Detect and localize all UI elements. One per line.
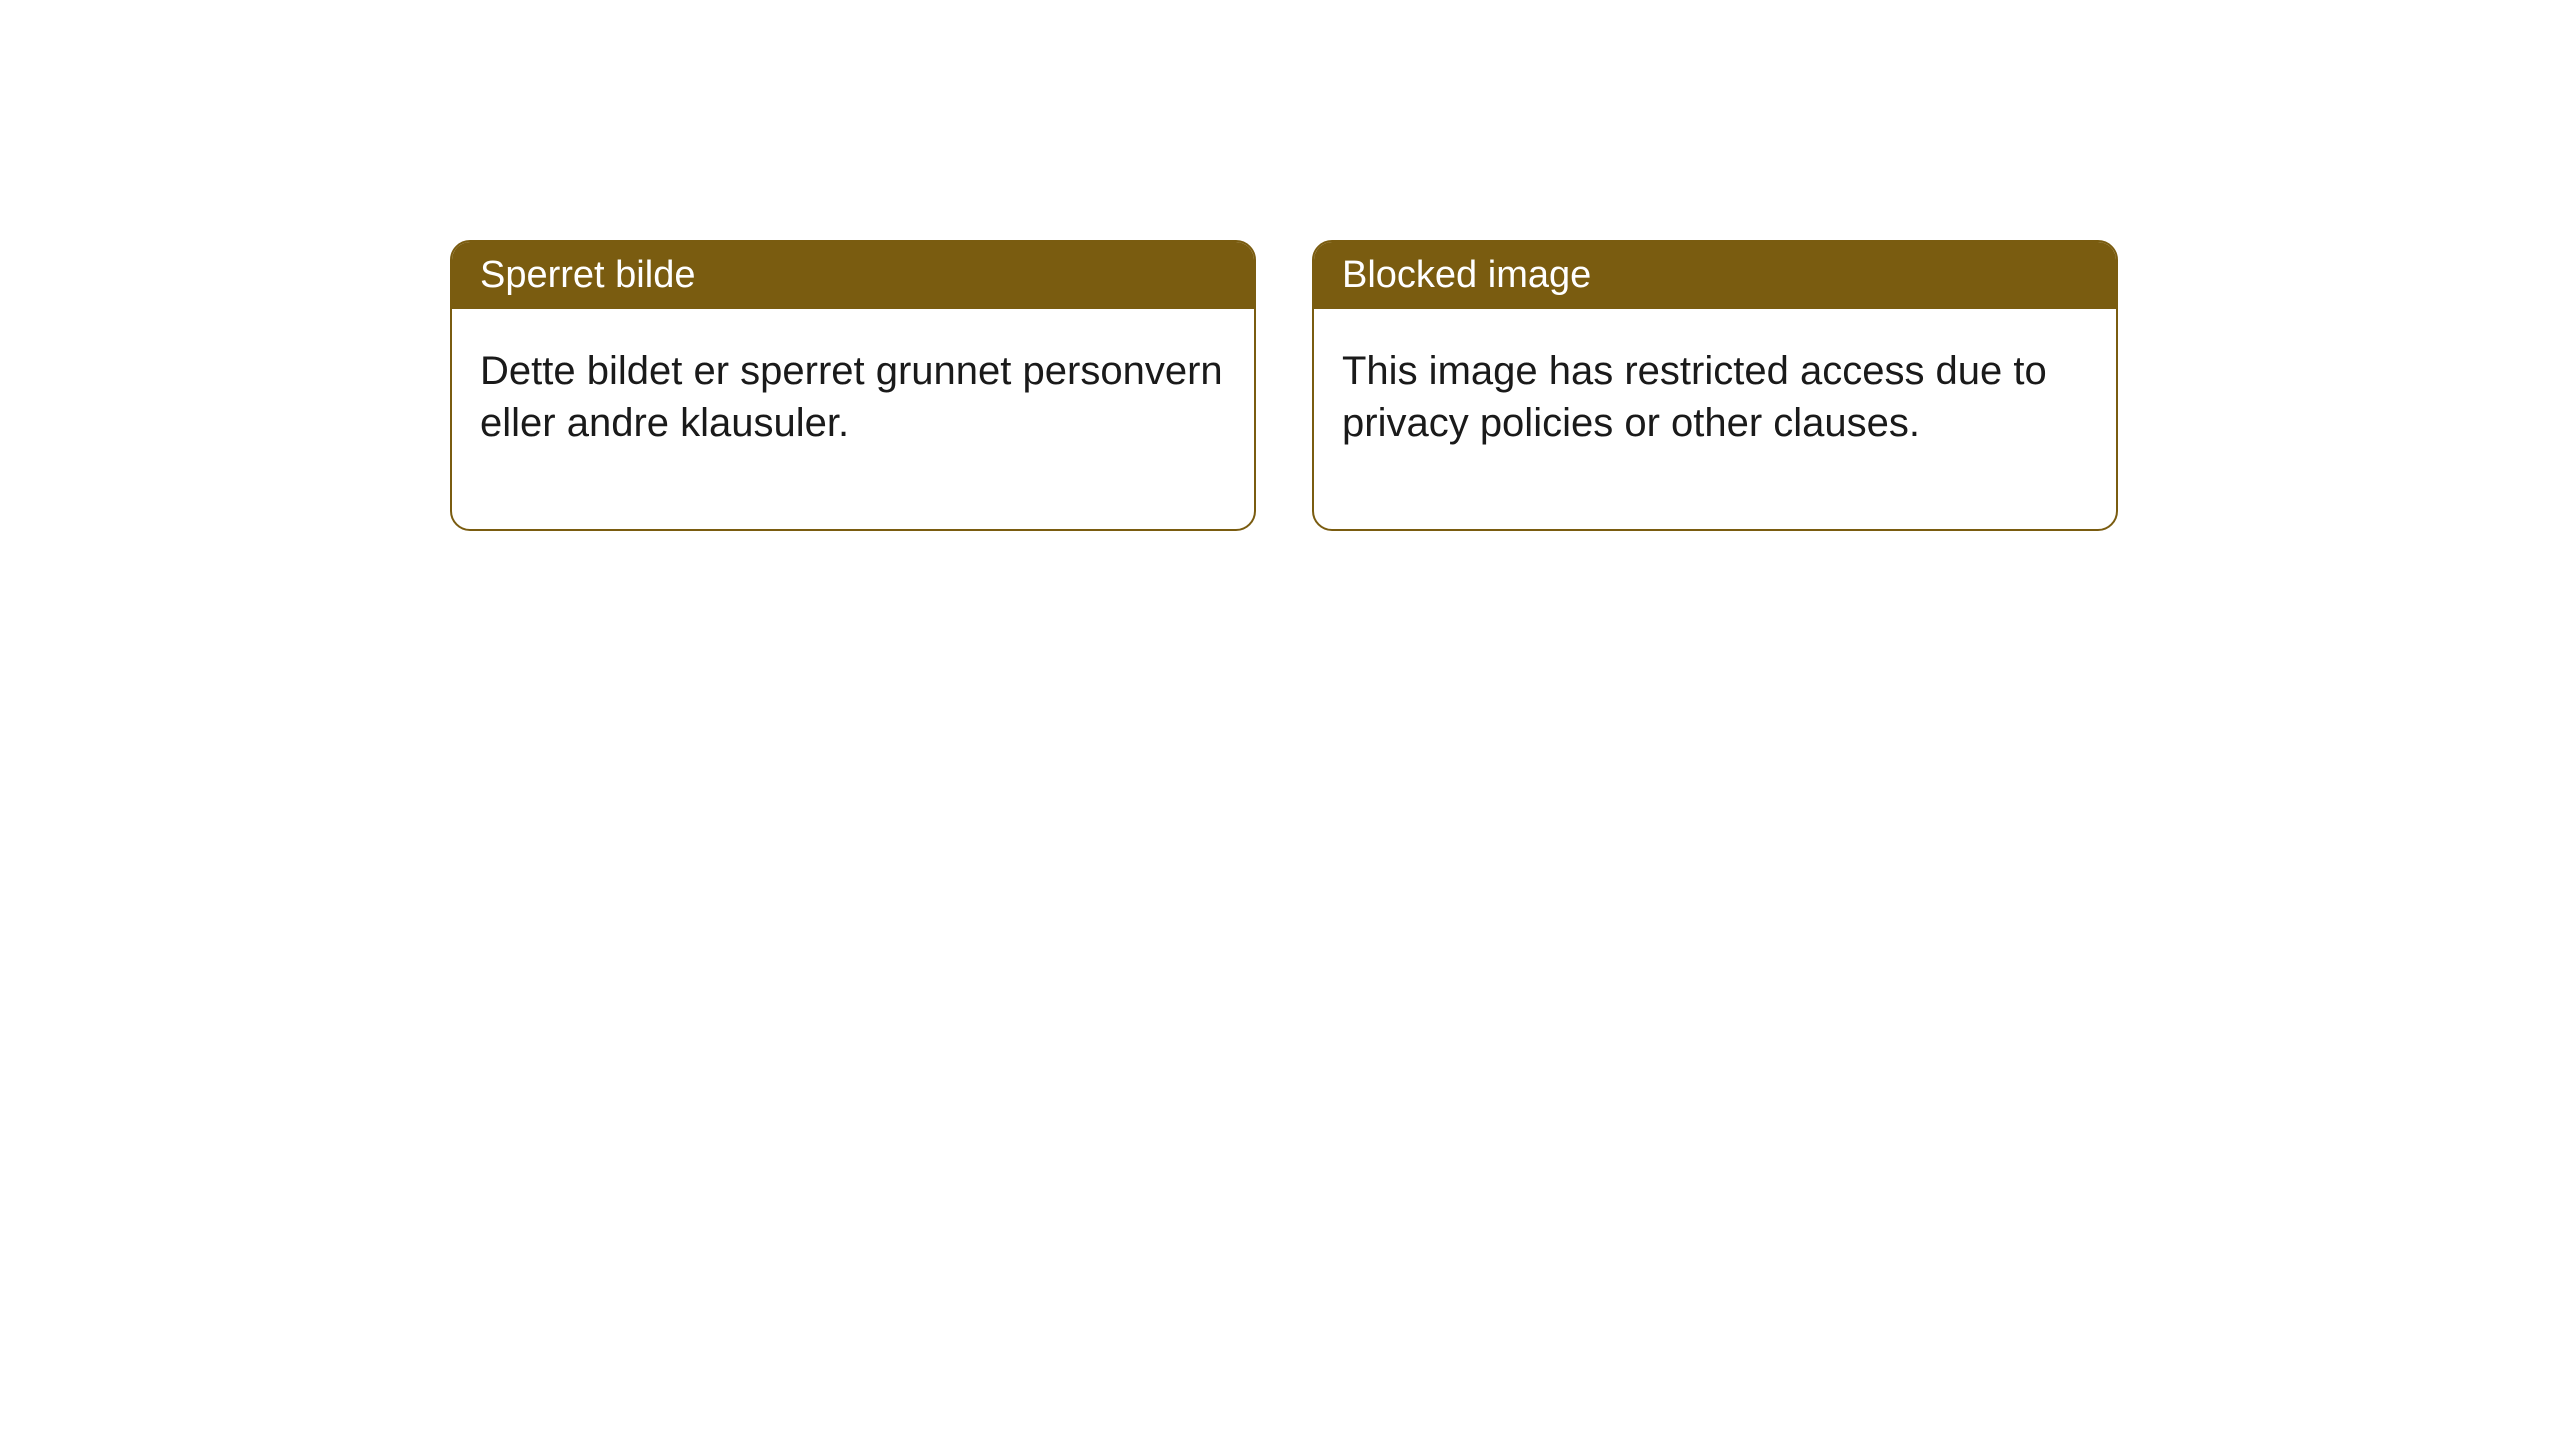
notice-card-english: Blocked image This image has restricted … — [1312, 240, 2118, 531]
notice-card-body: This image has restricted access due to … — [1314, 309, 2116, 529]
notice-card-container: Sperret bilde Dette bildet er sperret gr… — [0, 0, 2560, 531]
notice-card-title: Sperret bilde — [452, 242, 1254, 309]
notice-card-title: Blocked image — [1314, 242, 2116, 309]
notice-card-body: Dette bildet er sperret grunnet personve… — [452, 309, 1254, 529]
notice-card-norwegian: Sperret bilde Dette bildet er sperret gr… — [450, 240, 1256, 531]
